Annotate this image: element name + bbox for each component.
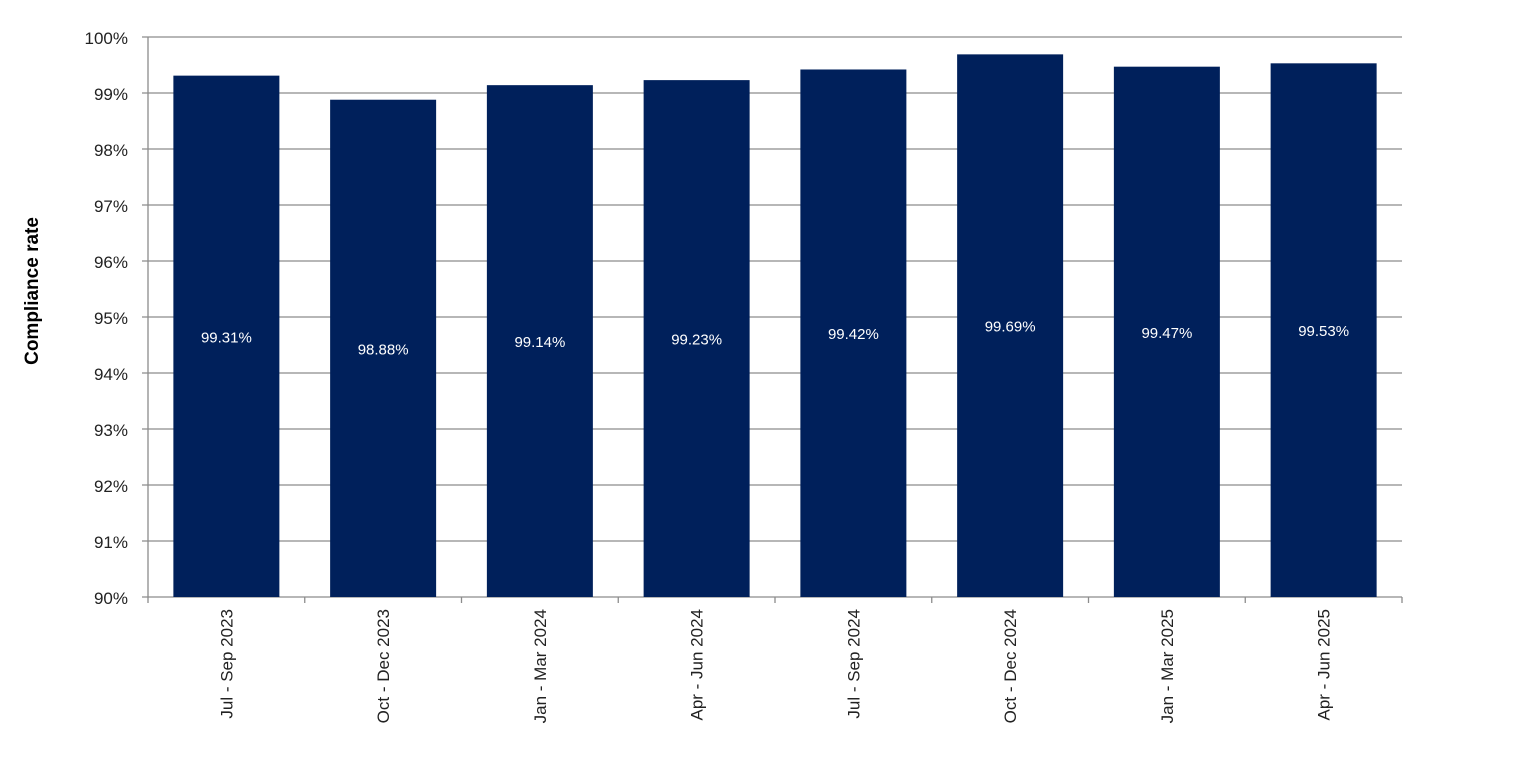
bars (173, 54, 1377, 598)
y-tick-label: 90% (94, 589, 128, 608)
y-axis-ticks: 90% 91% 92% 93% 94% 95% 96% 97% 98% 99% 100% (85, 29, 128, 608)
x-tick-label: Jul - Sep 2023 (217, 609, 236, 719)
data-label: 99.69% (985, 319, 1036, 336)
bar (1270, 63, 1377, 597)
bar (173, 75, 280, 597)
y-tick-label: 94% (94, 365, 128, 384)
x-tick-label: Jul - Sep 2024 (844, 609, 863, 719)
x-tick-label: Apr - Jun 2025 (1315, 609, 1334, 721)
bar (486, 85, 593, 597)
y-tick-label: 95% (94, 309, 128, 328)
y-tick-label: 93% (94, 421, 128, 440)
data-label: 99.42% (828, 326, 879, 343)
y-tick-label: 92% (94, 477, 128, 496)
data-label: 99.23% (671, 332, 722, 349)
bar (330, 99, 437, 597)
data-label: 99.14% (514, 334, 565, 351)
data-label: 98.88% (358, 341, 409, 358)
y-tick-label: 98% (94, 141, 128, 160)
data-label: 99.47% (1141, 325, 1192, 342)
data-labels: 99.31% 98.88% 99.14% 99.23% 99.42% 99.69% 99.4… (201, 319, 1349, 359)
data-label: 99.53% (1298, 323, 1349, 340)
y-tick-label: 96% (94, 253, 128, 272)
y-tick-label: 100% (85, 29, 128, 48)
x-axis: Jul - Sep 2023 Oct - Dec 2023 Jan - Mar 20… (147, 597, 1403, 723)
y-tick-label: 97% (94, 197, 128, 216)
x-tick-label: Apr - Jun 2024 (688, 609, 707, 721)
data-label: 99.31% (201, 329, 252, 346)
x-tick-label: Oct - Dec 2024 (1001, 609, 1020, 723)
y-tick-label: 91% (94, 533, 128, 552)
bar (957, 54, 1064, 598)
x-tick-label: Oct - Dec 2023 (374, 609, 393, 723)
y-tick-label: 99% (94, 85, 128, 104)
bar (1113, 66, 1220, 598)
x-tick-label: Jan - Mar 2025 (1158, 609, 1177, 723)
bar (800, 69, 907, 598)
x-tick-label: Jan - Mar 2024 (531, 609, 550, 723)
y-axis-title: Compliance rate (22, 217, 43, 365)
bar (643, 80, 750, 598)
